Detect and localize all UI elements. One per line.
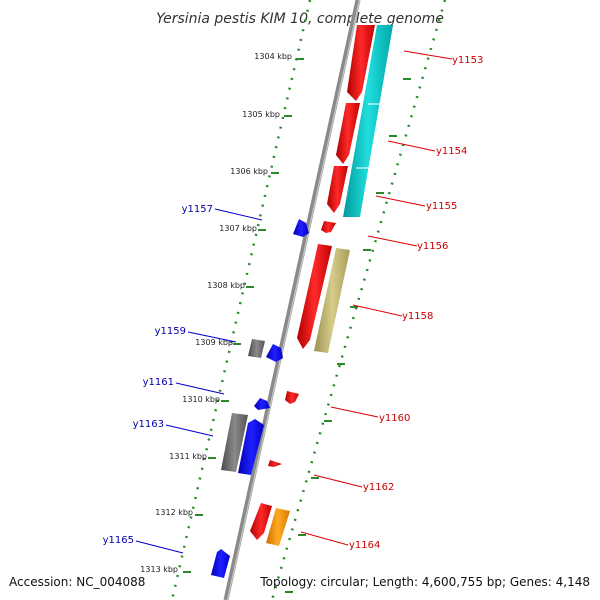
gene-label-y1164[interactable]: y1164 — [349, 540, 380, 551]
gene-y1165[interactable] — [211, 549, 230, 578]
gene-label-y1161[interactable]: y1161 — [143, 377, 174, 388]
kbp-label-1311: 1311 kbp — [169, 452, 207, 461]
kbp-label-1310: 1310 kbp — [182, 395, 220, 404]
gene-y1160[interactable] — [285, 391, 299, 404]
gene-label-y1154[interactable]: y1154 — [436, 146, 467, 157]
genome-backbone-highlight — [226, 0, 361, 600]
gene-y1162[interactable] — [268, 460, 282, 467]
right-track-ticks — [285, 78, 411, 593]
gene-y1159-gray[interactable] — [248, 339, 265, 358]
kbp-label-1312: 1312 kbp — [155, 508, 193, 517]
gene-y1158[interactable] — [297, 244, 332, 349]
gene-y1153[interactable] — [347, 25, 375, 101]
accession-text: Accession: NC_004088 — [9, 575, 145, 589]
kbp-label-1305: 1305 kbp — [242, 110, 280, 119]
gene-label-y1160[interactable]: y1160 — [379, 413, 410, 424]
map-title: Yersinia pestis KIM 10, complete genome — [156, 11, 444, 27]
left-callouts — [135, 208, 263, 554]
gene-label-y1158[interactable]: y1158 — [402, 311, 433, 322]
right-callouts — [300, 50, 453, 546]
gene-label-y1155[interactable]: y1155 — [426, 201, 457, 212]
kbp-label-1304: 1304 kbp — [254, 52, 292, 61]
gene-orange-block[interactable] — [266, 508, 290, 546]
gene-y1161[interactable] — [254, 398, 270, 410]
gene-y1164[interactable] — [250, 503, 272, 540]
gene-label-y1162[interactable]: y1162 — [363, 482, 394, 493]
topology-text: Topology: circular; Length: 4,600,755 bp… — [259, 575, 590, 589]
kbp-ticks — [183, 58, 304, 573]
gene-khaki-block[interactable] — [314, 248, 350, 353]
gene-cyan-block[interactable] — [343, 25, 393, 217]
kbp-label-1306: 1306 kbp — [230, 167, 268, 176]
kbp-label-1313: 1313 kbp — [140, 565, 178, 574]
gene-y1154[interactable] — [336, 103, 360, 164]
gene-y1157[interactable] — [293, 219, 309, 237]
gene-y1156[interactable] — [321, 221, 336, 233]
kbp-label-1308: 1308 kbp — [207, 281, 245, 290]
gene-label-y1156[interactable]: y1156 — [417, 241, 448, 252]
gene-label-y1153[interactable]: y1153 — [452, 55, 483, 66]
gene-label-y1159[interactable]: y1159 — [155, 326, 186, 337]
kbp-label-1307: 1307 kbp — [219, 224, 257, 233]
gene-label-y1165[interactable]: y1165 — [103, 535, 134, 546]
gene-label-y1163[interactable]: y1163 — [133, 419, 164, 430]
gene-y1159-blue[interactable] — [266, 344, 283, 362]
gene-y1163-gray[interactable] — [221, 413, 248, 472]
gene-y1155[interactable] — [327, 166, 348, 213]
kbp-label-1309: 1309 kbp — [195, 338, 233, 347]
genome-backbone — [223, 0, 361, 600]
gene-label-y1157[interactable]: y1157 — [182, 204, 213, 215]
right-dotted-track — [270, 0, 447, 600]
gene-y1163-blue[interactable] — [238, 419, 264, 475]
